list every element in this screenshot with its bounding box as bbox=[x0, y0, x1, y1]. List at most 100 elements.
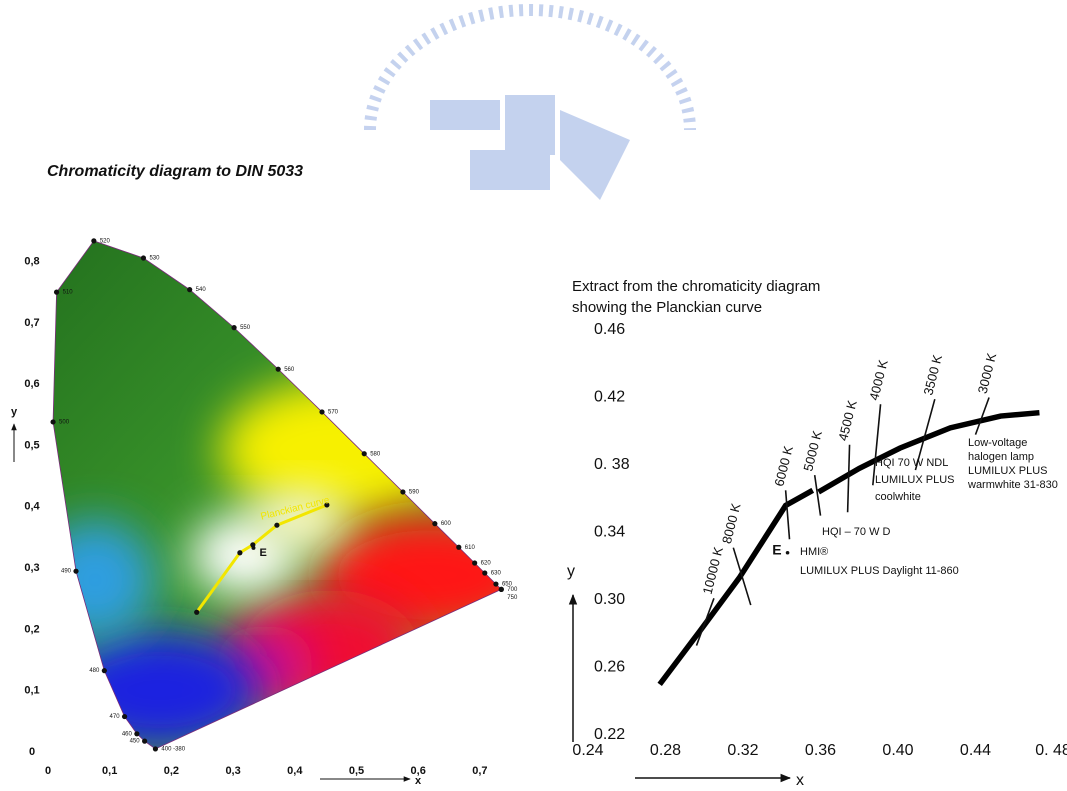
y-tick-label: 0,3 bbox=[24, 562, 39, 574]
planck-point bbox=[324, 502, 330, 508]
x-tick-label: 0,2 bbox=[164, 765, 179, 777]
wavelength-label: 490 bbox=[61, 569, 72, 575]
planck-point bbox=[194, 609, 200, 615]
color-fill bbox=[53, 240, 502, 749]
x-tick-label: 0.44 bbox=[960, 742, 991, 759]
color-blob bbox=[53, 520, 155, 640]
y-tick-label: 0,4 bbox=[24, 501, 40, 513]
x-tick-label: 0.24 bbox=[572, 742, 603, 759]
annotation: LUMILUX PLUS bbox=[968, 465, 1047, 477]
locus-point bbox=[142, 738, 148, 744]
y-tick-label: 0.26 bbox=[594, 659, 625, 676]
y-tick-label: 0. 38 bbox=[594, 456, 630, 473]
y-tick-label: 0,7 bbox=[24, 317, 39, 329]
x-tick-label: 0.32 bbox=[727, 742, 758, 759]
y-tick-label: 0,5 bbox=[24, 439, 39, 451]
wavelength-label: 500 bbox=[59, 420, 70, 426]
white-point bbox=[251, 545, 256, 550]
isotherm-label: 10000 K bbox=[700, 545, 726, 596]
y-tick-label: 0,8 bbox=[24, 256, 39, 268]
wavelength-label: 480 bbox=[89, 668, 100, 674]
x-tick-label: 0,7 bbox=[472, 765, 487, 777]
wavelength-label: 540 bbox=[196, 287, 207, 293]
wavelength-label: 580 bbox=[370, 451, 381, 457]
chart-title: showing the Planckian curve bbox=[572, 299, 762, 316]
wavelength-label: 620 bbox=[481, 561, 492, 567]
wavelength-label: 630 bbox=[491, 571, 502, 577]
white-point bbox=[785, 550, 790, 555]
color-blob bbox=[60, 630, 260, 749]
y-tick-label: 0,6 bbox=[24, 378, 39, 390]
locus-point bbox=[482, 570, 488, 576]
planckian-curve bbox=[657, 409, 1040, 687]
annotation: LUMILUX PLUS Daylight 11-860 bbox=[800, 565, 959, 577]
wavelength-label: 610 bbox=[465, 545, 476, 551]
x-axis-label: x bbox=[796, 772, 804, 789]
wavelength-label: 400 -380 bbox=[161, 747, 185, 753]
isotherm bbox=[732, 547, 752, 606]
y-tick-label: 0 bbox=[29, 746, 35, 758]
isotherm-label: 6000 K bbox=[771, 444, 796, 488]
isotherm bbox=[846, 444, 851, 513]
locus-point bbox=[472, 560, 478, 566]
locus-point bbox=[319, 409, 325, 415]
wavelength-label: 600 bbox=[441, 521, 452, 527]
annotation: Low-voltage bbox=[968, 437, 1027, 449]
wavelength-label: 450 bbox=[130, 739, 141, 745]
point-label: E bbox=[772, 541, 781, 557]
x-tick-label: 0 bbox=[45, 765, 51, 777]
isotherm bbox=[872, 404, 882, 486]
locus-point bbox=[493, 581, 499, 587]
x-tick-label: 0,3 bbox=[225, 765, 240, 777]
chromaticity-chart: 400 -380 450 460 470 480 490 500 510 520 530 540 55… bbox=[11, 238, 518, 787]
y-tick-label: 0,1 bbox=[24, 685, 39, 697]
annotation: warmwhite 31-830 bbox=[967, 479, 1058, 491]
locus-point bbox=[187, 287, 193, 293]
annotation: LUMILUX PLUS bbox=[875, 474, 954, 486]
locus-point bbox=[101, 668, 107, 674]
locus-point bbox=[73, 568, 79, 574]
isotherm bbox=[784, 490, 791, 540]
y-tick-label: 0.30 bbox=[594, 591, 625, 608]
wavelength-label: 700 bbox=[507, 587, 518, 593]
y-tick-label: 0.22 bbox=[594, 726, 625, 743]
wavelength-label: 560 bbox=[284, 367, 295, 373]
color-blob bbox=[220, 380, 460, 520]
isotherm-label: 4500 K bbox=[835, 398, 860, 442]
locus-point bbox=[134, 731, 140, 737]
wavelength-label: 750 bbox=[507, 595, 518, 601]
locus-point bbox=[50, 419, 56, 425]
locus-point bbox=[231, 325, 237, 331]
locus-point bbox=[456, 544, 462, 550]
y-axis-label: y bbox=[11, 406, 18, 418]
locus-point bbox=[140, 255, 147, 261]
annotation: halogen lamp bbox=[968, 451, 1034, 463]
locus-point bbox=[91, 238, 97, 244]
x-tick-label: 0. 48 bbox=[1035, 742, 1067, 759]
isotherm bbox=[695, 598, 715, 646]
locus-point bbox=[498, 586, 504, 592]
wavelength-label: 530 bbox=[149, 256, 160, 262]
locus-point bbox=[400, 489, 406, 495]
isotherm-label: 5000 K bbox=[800, 429, 825, 473]
isotherm-label: 4000 K bbox=[866, 358, 891, 402]
annotation: HQI 70 W NDL bbox=[875, 457, 948, 469]
y-tick-label: 0.34 bbox=[594, 524, 625, 541]
annotation: HQI – 70 W D bbox=[822, 526, 891, 538]
isotherm bbox=[914, 398, 936, 471]
y-tick-label: 0,2 bbox=[24, 623, 39, 635]
wavelength-label: 550 bbox=[240, 325, 251, 331]
annotation: HMI® bbox=[800, 546, 828, 558]
wavelength-label: 590 bbox=[409, 490, 420, 496]
planck-point bbox=[237, 550, 243, 556]
chart-title: Extract from the chromaticity diagram bbox=[572, 278, 820, 295]
wavelength-label: 650 bbox=[502, 582, 513, 588]
x-tick-label: 0,1 bbox=[102, 765, 117, 777]
x-axis-label: x bbox=[415, 775, 422, 787]
y-axis-label: y bbox=[567, 563, 575, 580]
locus-point bbox=[121, 713, 128, 720]
x-tick-label: 0,4 bbox=[287, 765, 303, 777]
wavelength-label: 470 bbox=[110, 714, 121, 720]
